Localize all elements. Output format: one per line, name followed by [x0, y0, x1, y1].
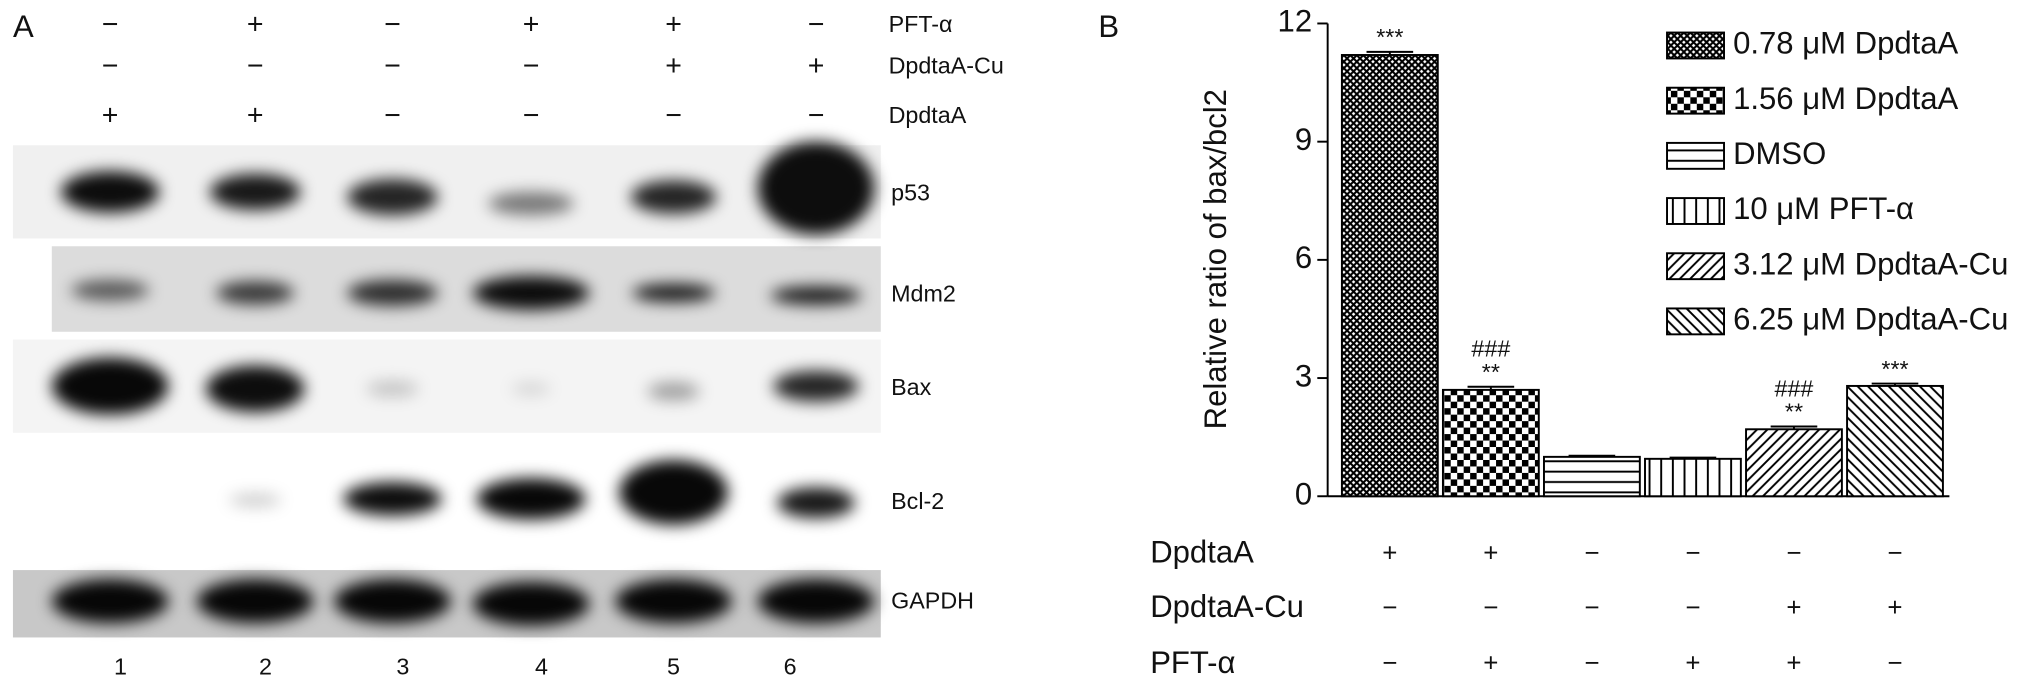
treatment-label: PFT-α [889, 11, 953, 37]
significance-mark: ### [1471, 336, 1510, 362]
legend-swatch [1666, 141, 1725, 170]
bar [1441, 388, 1540, 498]
error-bar [1770, 425, 1818, 430]
condition-label: DpdtaA-Cu [1150, 589, 1304, 624]
y-tick-label: 6 [1295, 240, 1312, 275]
lane-number: 5 [667, 654, 680, 680]
treatment-sign: + [247, 9, 264, 41]
lane-number: 4 [535, 654, 548, 680]
lane-number: 1 [114, 654, 127, 680]
condition-label: PFT-α [1150, 645, 1235, 680]
condition-sign: − [1584, 649, 1599, 677]
y-axis-label: Relative ratio of bax/bcl2 [1198, 89, 1233, 429]
legend-swatch [1666, 197, 1725, 225]
lane-number: 6 [784, 654, 797, 680]
condition-sign: + [1786, 649, 1801, 677]
bar [1543, 455, 1641, 498]
condition-sign: + [1887, 594, 1902, 622]
panel-label: B [1098, 9, 1119, 44]
bar [1745, 428, 1843, 498]
legend-label: DMSO [1733, 136, 1826, 171]
treatment-sign: − [384, 50, 401, 82]
treatment-sign: − [102, 9, 119, 41]
treatment-label: DpdtaA [889, 102, 967, 128]
legend-swatch [1666, 252, 1725, 281]
treatment-sign: − [102, 50, 119, 82]
legend-label: 6.25 μM DpdtaA-Cu [1733, 302, 2008, 337]
condition-sign: + [1483, 539, 1498, 567]
treatment-sign: + [808, 50, 825, 82]
condition-sign: − [1887, 649, 1902, 677]
error-bar [1669, 456, 1717, 459]
band-label: Mdm2 [891, 281, 956, 307]
treatment-sign: + [665, 9, 682, 41]
condition-sign: + [1786, 594, 1801, 622]
y-tick-label: 12 [1278, 4, 1313, 39]
legend-label: 10 μM PFT-α [1733, 191, 1914, 226]
significance-mark: ** [1785, 399, 1803, 425]
condition-sign: + [1483, 649, 1498, 677]
western-blot [12, 141, 881, 638]
condition-sign: − [1483, 594, 1498, 622]
significance-mark: *** [1376, 24, 1403, 50]
legend-swatch [1666, 31, 1725, 60]
band-label: Bax [891, 374, 931, 400]
treatment-sign: − [808, 99, 825, 131]
condition-label: DpdtaA [1150, 535, 1254, 570]
significance-mark: ### [1775, 375, 1814, 401]
legend-label: 3.12 μM DpdtaA-Cu [1733, 246, 2008, 281]
legend-label: 0.78 μM DpdtaA [1733, 26, 1958, 61]
legend-swatch [1666, 86, 1725, 115]
error-bar [1568, 454, 1616, 457]
condition-sign: + [1685, 649, 1700, 677]
condition-sign: + [1382, 539, 1397, 567]
treatment-sign: + [523, 9, 540, 41]
condition-sign: − [1685, 539, 1700, 567]
error-bar [1366, 50, 1414, 55]
band-label: p53 [891, 180, 930, 206]
treatment-sign: − [247, 50, 264, 82]
treatment-sign: + [247, 99, 264, 131]
panel-label: A [13, 9, 34, 44]
treatment-sign: − [384, 99, 401, 131]
legend-swatch [1666, 307, 1725, 336]
treatment-sign: − [665, 99, 682, 131]
condition-sign: − [1382, 594, 1397, 622]
condition-sign: − [1584, 539, 1599, 567]
condition-sign: − [1786, 539, 1801, 567]
error-bar [1871, 382, 1919, 386]
condition-sign: − [1382, 649, 1397, 677]
condition-sign: − [1685, 594, 1700, 622]
y-tick-label: 9 [1295, 122, 1312, 157]
condition-sign: − [1887, 539, 1902, 567]
legend-label: 1.56 μM DpdtaA [1733, 81, 1958, 116]
condition-sign: − [1584, 594, 1599, 622]
y-tick-label: 0 [1295, 476, 1312, 511]
blot-strip [51, 246, 881, 332]
treatment-sign: + [665, 50, 682, 82]
treatment-sign: − [523, 50, 540, 82]
lane-number: 2 [259, 654, 272, 680]
lane-number: 3 [396, 654, 409, 680]
band-label: Bcl-2 [891, 488, 944, 514]
y-tick-label: 3 [1295, 358, 1312, 393]
treatment-sign: − [808, 9, 825, 41]
treatment-sign: − [523, 99, 540, 131]
significance-mark: *** [1881, 356, 1908, 382]
bar [1340, 54, 1439, 498]
bar [1846, 384, 1944, 498]
treatment-sign: − [384, 9, 401, 41]
bar [1644, 457, 1742, 498]
error-bar [1467, 385, 1515, 390]
treatment-sign: + [102, 99, 119, 131]
treatment-label: DpdtaA-Cu [889, 53, 1004, 79]
significance-mark: ** [1482, 359, 1500, 385]
band-label: GAPDH [891, 588, 974, 614]
